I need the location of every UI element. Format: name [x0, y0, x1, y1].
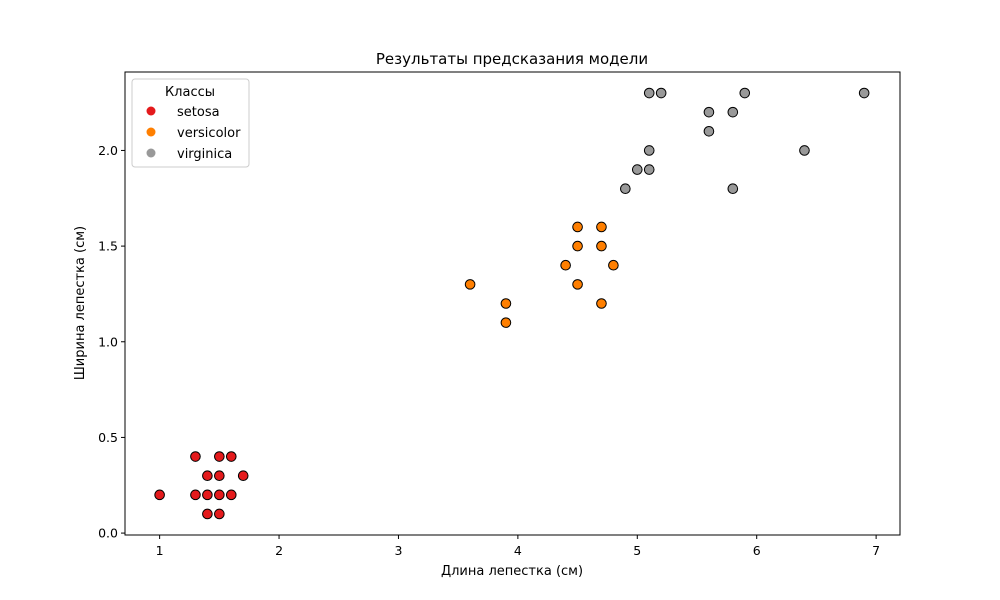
- plot-frame: [124, 71, 901, 536]
- data-point-versicolor: [608, 259, 619, 271]
- data-point-virginica: [643, 164, 655, 175]
- y-tick-label: 1.0: [98, 334, 118, 349]
- data-point-setosa: [190, 451, 201, 462]
- data-point-setosa: [190, 489, 201, 501]
- x-tick-label: 7: [872, 543, 880, 558]
- y-tick-label: 2.0: [98, 143, 118, 158]
- data-point-versicolor: [572, 221, 583, 233]
- y-tick-label: 0.5: [98, 430, 118, 445]
- x-tick-label: 2: [275, 543, 283, 558]
- chart-title: Результаты предсказания модели: [376, 50, 648, 68]
- data-point-setosa: [202, 508, 213, 520]
- legend-title: Классы: [165, 85, 215, 100]
- data-point-versicolor: [572, 279, 583, 290]
- data-point-virginica: [643, 87, 655, 99]
- y-tick-label: 1.5: [98, 239, 118, 254]
- data-point-versicolor: [560, 259, 571, 271]
- data-point-versicolor: [500, 317, 512, 328]
- data-point-setosa: [214, 451, 225, 462]
- data-point-versicolor: [464, 279, 476, 290]
- data-point-setosa: [214, 508, 225, 520]
- y-tick-label: 0.0: [98, 526, 118, 541]
- data-point-setosa: [202, 489, 213, 501]
- data-point-setosa: [214, 489, 225, 501]
- data-point-virginica: [739, 87, 751, 99]
- legend: Классы setosa versicolor virginica: [131, 78, 250, 168]
- data-point-virginica: [631, 164, 643, 175]
- x-tick-label: 1: [156, 543, 164, 558]
- data-point-virginica: [643, 145, 655, 156]
- legend-marker-versicolor: [146, 127, 156, 137]
- legend-label-versicolor: versicolor: [177, 126, 241, 141]
- legend-items: setosa versicolor virginica: [146, 105, 241, 162]
- data-point-versicolor: [596, 221, 607, 233]
- x-tick-label: 5: [633, 543, 641, 558]
- data-point-virginica: [858, 87, 870, 99]
- data-point-versicolor: [596, 240, 607, 252]
- data-point-virginica: [703, 126, 715, 137]
- x-axis: 1 2 3 4 5 6 7: [156, 535, 880, 558]
- data-point-virginica: [655, 87, 667, 99]
- data-point-versicolor: [500, 298, 512, 309]
- legend-marker-setosa: [146, 106, 156, 116]
- y-axis: 0.0 0.5 1.0 1.5 2.0: [98, 143, 125, 541]
- data-point-virginica: [727, 106, 739, 118]
- x-axis-label: Длина лепестка (см): [441, 564, 583, 579]
- data-point-virginica: [799, 145, 810, 156]
- data-points: [154, 87, 870, 520]
- data-point-setosa: [237, 470, 249, 481]
- data-point-virginica: [620, 183, 631, 195]
- x-tick-label: 3: [394, 543, 402, 558]
- data-point-setosa: [214, 470, 225, 481]
- x-tick-label: 4: [514, 543, 522, 558]
- data-point-setosa: [225, 489, 237, 501]
- x-tick-label: 6: [753, 543, 761, 558]
- data-point-virginica: [727, 183, 739, 195]
- data-point-setosa: [202, 470, 213, 481]
- y-axis-label: Ширина лепестка (см): [73, 226, 88, 380]
- data-point-versicolor: [596, 298, 607, 309]
- legend-label-virginica: virginica: [177, 147, 232, 162]
- legend-marker-virginica: [146, 148, 156, 158]
- data-point-setosa: [154, 489, 165, 501]
- data-point-setosa: [225, 451, 237, 462]
- data-point-virginica: [703, 106, 715, 118]
- legend-label-setosa: setosa: [177, 105, 220, 120]
- legend-box: [131, 78, 250, 168]
- data-point-versicolor: [572, 240, 583, 252]
